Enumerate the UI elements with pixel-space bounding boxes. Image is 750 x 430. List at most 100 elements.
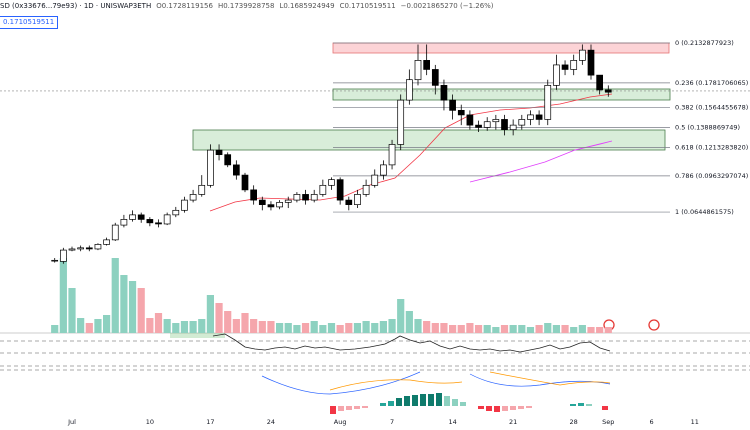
candle-body <box>596 74 604 91</box>
volume-bar <box>128 281 137 333</box>
candle-body <box>241 174 249 191</box>
x-tick-label: 6 <box>649 418 653 426</box>
candle-body <box>276 202 283 208</box>
candle-body <box>423 60 430 70</box>
fib-label: 0.236 (0.1781706065) <box>675 79 748 87</box>
volume-bar <box>137 288 145 333</box>
candle-body <box>181 199 188 211</box>
ohlc-value: H0.1739928758 <box>217 2 275 10</box>
candle-body <box>310 194 318 201</box>
volume-bar <box>345 323 353 333</box>
x-tick-label: 28 <box>570 418 578 426</box>
candle-body <box>155 222 162 225</box>
ohlc-value: O0.1728119156 <box>156 2 213 10</box>
volume-bar <box>336 325 344 333</box>
legend-header: SD (0x33676...79e93) · 1D · UNISWAP3ETH … <box>0 0 494 12</box>
volume-bar <box>526 327 535 333</box>
volume-bar <box>379 321 387 333</box>
volume-bar <box>431 323 439 333</box>
volume-bar <box>51 325 59 333</box>
volume-bar <box>103 315 111 333</box>
candle-body <box>388 144 396 166</box>
candle-body <box>284 199 292 203</box>
volume-bar <box>327 323 336 333</box>
volume-bar <box>198 319 206 333</box>
volume-bar <box>68 288 76 333</box>
volume-bar <box>59 258 67 333</box>
candle-body <box>544 85 552 120</box>
candle-body <box>570 60 578 70</box>
x-tick-label: 14 <box>448 418 456 426</box>
volume-bar <box>353 323 362 333</box>
volume-bar <box>423 321 431 333</box>
volume-bar <box>544 323 552 333</box>
volume-bar <box>284 323 292 333</box>
candle-body <box>553 64 560 86</box>
x-tick-label: 11 <box>691 418 699 426</box>
volume-bar <box>163 319 171 333</box>
candle-body <box>77 247 85 250</box>
volume-bar <box>474 325 483 333</box>
x-tick-label: 7 <box>390 418 394 426</box>
event-icon[interactable] <box>648 319 660 331</box>
volume-bar <box>500 325 509 333</box>
x-tick-label: 10 <box>146 418 154 426</box>
candle-body <box>207 149 214 186</box>
volume-bar <box>483 325 491 333</box>
candle-body <box>406 79 413 101</box>
volume-bar <box>85 323 93 333</box>
ema-line <box>209 93 613 212</box>
candle-body <box>120 219 128 226</box>
candle-body <box>189 194 197 201</box>
candle-body <box>94 244 102 250</box>
volume-bar <box>111 258 119 333</box>
candle-body <box>449 99 456 111</box>
volume-bar <box>362 321 370 333</box>
volume-bar <box>146 318 154 333</box>
candle-body <box>51 259 59 262</box>
volume-bar <box>570 327 578 333</box>
candle-body <box>198 184 206 195</box>
candle-body <box>371 174 379 186</box>
fib-label: 0.786 (0.0963297074) <box>675 172 748 180</box>
ohlc-value: C0.1710519511 <box>339 2 396 10</box>
volume-bar <box>224 311 232 333</box>
candle-body <box>483 121 491 128</box>
volume-bar <box>561 325 569 333</box>
volume-bar <box>301 323 310 333</box>
fib-label: 1 (0.0644861575) <box>675 208 734 216</box>
candle-body <box>224 154 232 166</box>
candle-body <box>578 49 586 61</box>
candle-body <box>68 248 76 251</box>
candle-body <box>328 179 335 186</box>
candle-body <box>466 114 474 126</box>
volume-bar <box>180 321 189 333</box>
fib-label: 0.5 (0.1388869749) <box>675 124 740 132</box>
candle-body <box>475 124 482 128</box>
support-zone <box>192 129 666 151</box>
candle-body <box>561 64 569 70</box>
volume-bar <box>215 303 223 333</box>
volume-bar <box>206 295 214 333</box>
candle-body <box>440 85 448 101</box>
candle-body <box>457 110 465 116</box>
volume-bar <box>440 323 448 333</box>
candle-body <box>492 119 500 123</box>
candle-body <box>604 89 612 93</box>
candle-body <box>250 189 257 201</box>
candle-body <box>129 214 136 220</box>
volume-bar <box>172 323 180 333</box>
symbol-title: SD (0x33676...79e93) · 1D · UNISWAP3ETH <box>0 2 152 10</box>
volume-bar <box>189 321 197 333</box>
volume-bar <box>518 325 526 333</box>
candle-body <box>172 209 180 216</box>
macd-line <box>469 373 611 387</box>
candle-body <box>362 184 370 195</box>
candle-body <box>354 194 361 205</box>
macd-line <box>261 371 421 395</box>
volume-bar <box>466 323 474 333</box>
candle-body <box>85 247 93 250</box>
rsi-line <box>212 333 611 353</box>
